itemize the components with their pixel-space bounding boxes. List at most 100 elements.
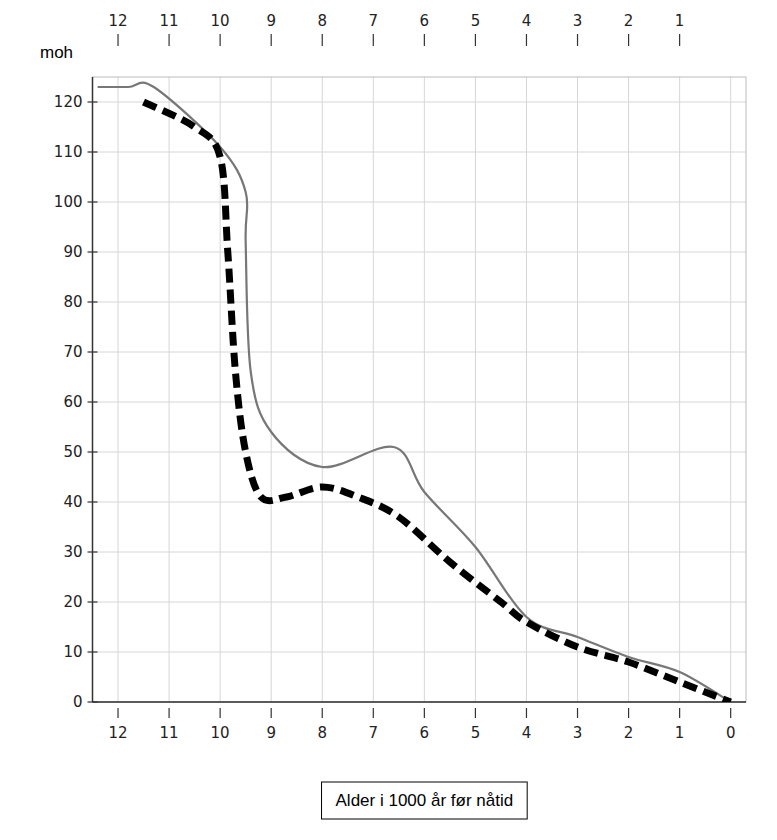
y-tick — [88, 401, 98, 402]
x2-tick — [475, 34, 476, 46]
x-tick — [322, 708, 323, 718]
grid-line — [271, 77, 272, 702]
x2-tick — [526, 34, 527, 46]
y-tick — [88, 351, 98, 352]
y-axis-title: moh — [40, 43, 73, 62]
grid-line — [93, 202, 747, 203]
x2-tick-label: 7 — [369, 12, 379, 30]
y-tick-label: 60 — [63, 393, 82, 411]
grid-line — [373, 77, 374, 702]
y-tick — [88, 101, 98, 102]
grid-line — [93, 552, 747, 553]
y-tick-label: 10 — [63, 643, 82, 661]
y-tick-label: 50 — [63, 443, 82, 461]
y-tick-label: 100 — [54, 193, 83, 211]
y-tick-label: 120 — [54, 93, 83, 111]
chart: 0102030405060708090100110120121110987654… — [0, 0, 777, 840]
x2-tick — [424, 34, 425, 46]
x-tick — [424, 708, 425, 718]
y-tick — [88, 701, 98, 702]
x2-tick-label: 11 — [160, 12, 179, 30]
y-tick — [88, 601, 98, 602]
x2-tick — [373, 34, 374, 46]
grid-line — [93, 102, 747, 103]
x-tick — [117, 708, 118, 718]
x-tick-label: 0 — [726, 724, 736, 742]
x2-tick — [220, 34, 221, 46]
plot-frame — [93, 77, 747, 702]
x2-tick — [628, 34, 629, 46]
grid-line — [679, 77, 680, 702]
series-line — [98, 83, 731, 702]
y-tick — [88, 251, 98, 252]
x-tick — [577, 708, 578, 718]
x-tick-label: 1 — [675, 724, 685, 742]
y-tick — [88, 151, 98, 152]
grid-line — [322, 77, 323, 702]
x2-tick — [577, 34, 578, 46]
x2-tick — [271, 34, 272, 46]
x2-tick-label: 10 — [211, 12, 230, 30]
y-tick — [88, 451, 98, 452]
y-tick-label: 80 — [63, 293, 82, 311]
y-tick-label: 0 — [73, 693, 83, 711]
x2-tick — [168, 34, 169, 46]
x-tick — [730, 708, 731, 718]
grid-line — [93, 602, 747, 603]
x2-tick-label: 4 — [522, 12, 532, 30]
x2-tick — [322, 34, 323, 46]
grid-line — [93, 702, 747, 703]
grid-line — [93, 252, 747, 253]
grid-line — [93, 302, 747, 303]
x2-tick — [117, 34, 118, 46]
x-tick-label: 12 — [108, 724, 127, 742]
x-tick-label: 4 — [522, 724, 532, 742]
x-tick-label: 6 — [420, 724, 430, 742]
x2-tick-label: 5 — [471, 12, 481, 30]
x2-tick-label: 6 — [420, 12, 430, 30]
grid-line — [577, 77, 578, 702]
x-tick-label: 8 — [317, 724, 327, 742]
x-tick-label: 2 — [624, 724, 634, 742]
grid-line — [475, 77, 476, 702]
grid-line — [93, 152, 747, 153]
grid-line — [118, 77, 119, 702]
grid-line — [93, 452, 747, 453]
x-tick-label: 10 — [211, 724, 230, 742]
x-tick-label: 3 — [573, 724, 583, 742]
x-tick — [526, 708, 527, 718]
x-tick-label: 9 — [266, 724, 276, 742]
series-line — [144, 102, 731, 702]
grid-line — [93, 352, 747, 353]
y-tick-label: 90 — [63, 243, 82, 261]
y-tick — [88, 201, 98, 202]
x-tick — [628, 708, 629, 718]
x-axis — [93, 701, 747, 703]
x-axis-title-box — [322, 782, 528, 819]
x2-tick-label: 12 — [108, 12, 127, 30]
x2-tick — [679, 34, 680, 46]
y-axis — [92, 77, 94, 702]
x-tick-label: 7 — [369, 724, 379, 742]
y-tick — [88, 551, 98, 552]
grid-line — [424, 77, 425, 702]
grid-line — [730, 77, 731, 702]
y-tick-label: 20 — [63, 593, 82, 611]
grid-line — [169, 77, 170, 702]
x-tick — [679, 708, 680, 718]
y-tick-label: 30 — [63, 543, 82, 561]
x-tick — [220, 708, 221, 718]
x-tick — [475, 708, 476, 718]
y-tick-label: 110 — [54, 143, 83, 161]
grid-line — [526, 77, 527, 702]
plot-area — [98, 83, 731, 702]
y-tick-label: 40 — [63, 493, 82, 511]
x-tick — [271, 708, 272, 718]
y-tick — [88, 651, 98, 652]
x2-tick-label: 9 — [266, 12, 276, 30]
x2-tick-label: 2 — [624, 12, 634, 30]
grid-line — [628, 77, 629, 702]
grid-line — [93, 502, 747, 503]
x2-tick-label: 3 — [573, 12, 583, 30]
x2-tick-label: 1 — [675, 12, 685, 30]
